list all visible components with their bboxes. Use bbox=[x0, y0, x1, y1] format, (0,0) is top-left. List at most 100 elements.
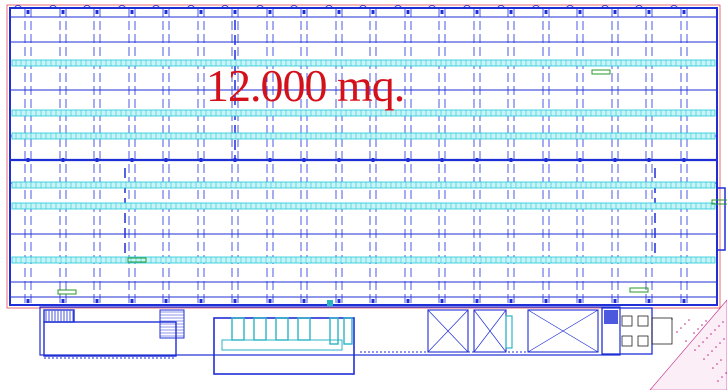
hatch-dot bbox=[718, 325, 720, 327]
column-mark bbox=[61, 299, 65, 303]
column-mark bbox=[302, 10, 306, 14]
sanitary-fixture bbox=[637, 315, 649, 327]
hatched-site-area bbox=[649, 299, 727, 390]
door-swing bbox=[358, 5, 368, 9]
beam-row bbox=[11, 109, 716, 117]
fixture bbox=[343, 317, 353, 345]
hatch-dot bbox=[684, 323, 686, 325]
column-mark bbox=[199, 299, 203, 303]
column-mark bbox=[26, 10, 30, 14]
hatch-dot bbox=[723, 338, 725, 340]
green-tag bbox=[629, 287, 649, 293]
column-mark bbox=[682, 299, 686, 303]
beam-row bbox=[11, 181, 716, 189]
column-mark bbox=[544, 10, 548, 14]
green-tag bbox=[711, 199, 727, 205]
column-mark bbox=[682, 10, 686, 14]
column-mark bbox=[164, 299, 168, 303]
hatch-dot bbox=[722, 321, 724, 323]
column-mark bbox=[475, 299, 479, 303]
column-mark bbox=[578, 10, 582, 14]
sanitary-fixture bbox=[651, 317, 673, 345]
column-mark bbox=[613, 299, 617, 303]
column-mark bbox=[544, 299, 548, 303]
green-tag bbox=[57, 289, 77, 295]
door-swing bbox=[117, 5, 127, 9]
column-mark bbox=[613, 10, 617, 14]
room-left bbox=[43, 321, 177, 357]
door-swing bbox=[289, 5, 299, 9]
green-tag bbox=[127, 257, 147, 263]
column-mark bbox=[302, 299, 306, 303]
door-swing bbox=[427, 5, 437, 9]
door-swing bbox=[496, 5, 506, 9]
sanitary-fixture bbox=[621, 315, 633, 327]
hatch-dot bbox=[710, 333, 712, 335]
fixture-node bbox=[327, 300, 333, 306]
room-cross bbox=[473, 309, 507, 353]
column-mark bbox=[95, 10, 99, 14]
door-swing bbox=[151, 5, 161, 9]
door-swing bbox=[393, 5, 403, 9]
hatch-dot bbox=[717, 380, 719, 382]
entrance-block bbox=[43, 309, 75, 323]
hatch-dot bbox=[715, 346, 717, 348]
hatch-dot bbox=[707, 354, 709, 356]
door-swing bbox=[462, 5, 472, 9]
green-tag bbox=[591, 69, 611, 75]
hatch-dot bbox=[676, 331, 678, 333]
storage-room bbox=[527, 309, 599, 353]
building-wall bbox=[9, 7, 718, 306]
door-swing bbox=[324, 5, 334, 9]
column-mark bbox=[199, 10, 203, 14]
building-outline bbox=[6, 4, 726, 309]
column-mark bbox=[509, 299, 513, 303]
column-mark bbox=[233, 299, 237, 303]
fixture bbox=[505, 315, 513, 349]
beam-row bbox=[11, 132, 716, 140]
hatch-dot bbox=[725, 372, 727, 374]
door-swing bbox=[82, 5, 92, 9]
fixture-bench bbox=[221, 339, 343, 351]
hatch-dot bbox=[697, 328, 699, 330]
beam-row bbox=[11, 59, 716, 67]
door-swing bbox=[531, 5, 541, 9]
room-cross bbox=[527, 309, 599, 353]
column-mark bbox=[647, 10, 651, 14]
door-swing bbox=[600, 5, 610, 9]
green-annotations bbox=[57, 69, 727, 295]
service-rooms-strip bbox=[39, 300, 673, 375]
column-mark bbox=[406, 10, 410, 14]
door-swing bbox=[565, 5, 575, 9]
column-mark bbox=[406, 299, 410, 303]
hatch-dot bbox=[719, 342, 721, 344]
column-mark bbox=[647, 299, 651, 303]
hatch-dot bbox=[702, 341, 704, 343]
hatch-dot bbox=[698, 345, 700, 347]
door-swing bbox=[220, 5, 230, 9]
door-swing bbox=[669, 5, 679, 9]
column-mark bbox=[233, 10, 237, 14]
door-swing bbox=[48, 5, 58, 9]
column-mark bbox=[26, 299, 30, 303]
sanitary-fixture bbox=[637, 335, 649, 347]
side-annex bbox=[716, 187, 726, 251]
hatch-dot bbox=[716, 363, 718, 365]
column-mark bbox=[268, 10, 272, 14]
hatch-dot bbox=[706, 337, 708, 339]
hatch-dot bbox=[711, 350, 713, 352]
beam-row bbox=[11, 202, 716, 210]
hatch-dot bbox=[680, 327, 682, 329]
column-mark bbox=[371, 299, 375, 303]
column-mark bbox=[371, 10, 375, 14]
column-mark bbox=[578, 299, 582, 303]
hatch-dot bbox=[694, 349, 696, 351]
hatch-dot bbox=[712, 367, 714, 369]
column-mark bbox=[509, 10, 513, 14]
hatch-dot bbox=[705, 320, 707, 322]
hatch-dot bbox=[701, 324, 703, 326]
hatch-dot bbox=[721, 376, 723, 378]
door-swing bbox=[255, 5, 265, 9]
hatch-dot bbox=[714, 329, 716, 331]
